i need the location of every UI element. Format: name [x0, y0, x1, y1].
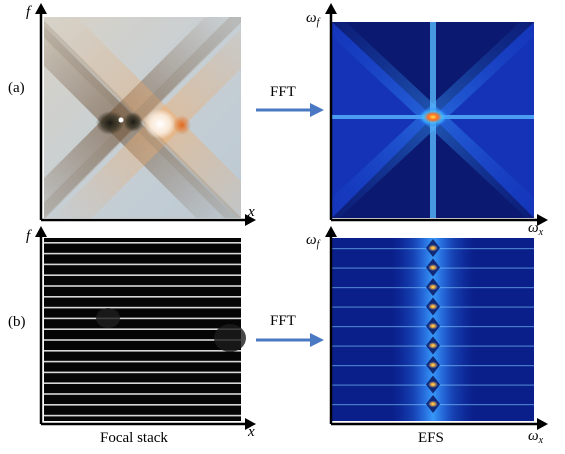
focal-plane-line [44, 296, 241, 298]
fft-arrow-b [256, 333, 324, 347]
spectrum-peak [428, 400, 438, 408]
arrowhead-b-left-y [35, 226, 47, 237]
focal-plane-line [44, 339, 241, 341]
focal-plane-line [44, 414, 241, 417]
spectrum-peak [428, 264, 438, 271]
spectrum-peak [428, 303, 438, 310]
arrowhead-b-right-x [537, 418, 548, 430]
arrowhead-a-right-x [537, 214, 548, 226]
spectrum-image-a [332, 22, 534, 218]
focal-plane-line [44, 393, 241, 395]
axis-label-omega-f-b: ωf [306, 232, 320, 250]
focal-plane-line [44, 382, 241, 384]
arrowhead-a-left-x [245, 214, 256, 226]
axes-b-right [329, 234, 540, 426]
fft-label-b: FFT [270, 313, 296, 329]
focal-stack-lines [44, 242, 241, 417]
spectrum-peak [428, 361, 438, 369]
row-label-b: (b) [8, 314, 26, 330]
axis-label-x-b: x [248, 424, 255, 440]
focal-plane-line [44, 350, 241, 352]
axes-a-right [329, 12, 540, 222]
arrowhead-a-left-y [35, 3, 47, 14]
axis-label-omega-x-b: ωx [528, 428, 544, 446]
axis-label-x-a: x [248, 204, 255, 220]
arrowhead-b-right-y [325, 226, 337, 237]
arrowhead-b-left-x [245, 418, 256, 430]
fft-arrow-a [256, 103, 324, 117]
spectrum-diamonds [426, 239, 440, 413]
focal-plane-line [44, 263, 241, 266]
arrowhead-a-right-y [325, 3, 337, 14]
focal-stack-image-b [44, 238, 246, 421]
focal-plane-line [44, 252, 241, 255]
spectrum-peak [428, 381, 438, 388]
focal-plane-line [44, 328, 241, 330]
axis-label-omega-x-a: ωx [528, 220, 544, 238]
axes-a-left [39, 12, 248, 222]
row-label-a: (a) [8, 80, 25, 96]
axes-b-left [39, 234, 248, 426]
focal-plane-line [44, 404, 241, 406]
spectrum-peak [428, 244, 438, 252]
axis-label-f-a: f [26, 4, 31, 20]
focal-plane-line [44, 242, 241, 244]
focal-plane-line [44, 285, 241, 287]
spectrum-peak [428, 342, 438, 349]
spectrum-peak [428, 283, 438, 291]
focal-plane-line [44, 360, 241, 363]
focal-plane-line [44, 371, 241, 374]
caption-focal-stack: Focal stack [100, 430, 168, 446]
fft-label-a: FFT [270, 84, 296, 100]
axis-label-omega-f-a: ωf [306, 10, 320, 28]
spectrum-peak [428, 322, 438, 330]
focal-stack-image-a [44, 17, 241, 218]
focal-plane-line [44, 274, 241, 276]
caption-efs: EFS [418, 430, 444, 446]
focal-plane-line [44, 317, 241, 320]
axis-label-f-b: f [26, 228, 31, 244]
spectrum-image-b [332, 238, 534, 421]
focal-plane-line [44, 306, 241, 309]
